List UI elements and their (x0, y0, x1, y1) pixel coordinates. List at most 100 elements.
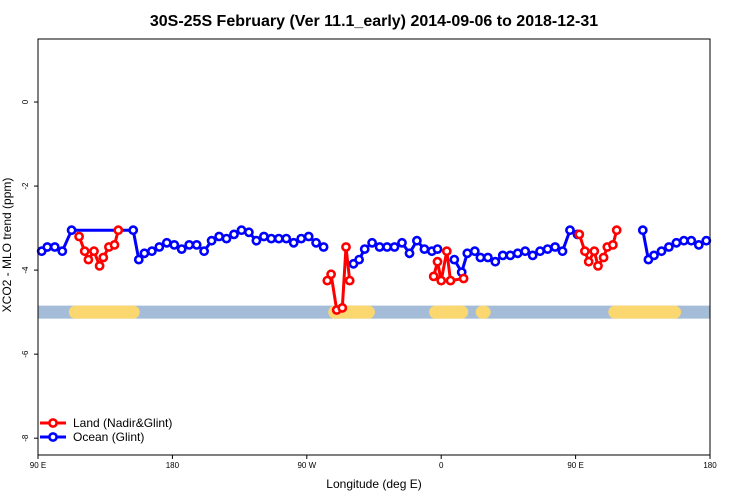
point-land (79, 246, 90, 257)
point-ocean (296, 233, 307, 244)
y-tick-label: -2 (21, 182, 30, 190)
point-ocean (542, 244, 553, 254)
point-ocean (565, 225, 575, 236)
legend-entry-ocean: Ocean (Glint) (40, 430, 144, 444)
point-ocean (701, 235, 712, 246)
point-ocean (206, 235, 217, 246)
point-ocean (42, 242, 53, 252)
point-ocean (482, 252, 493, 263)
point-land (94, 260, 105, 271)
point-land (611, 225, 622, 236)
point-ocean (288, 237, 299, 248)
point-ocean (199, 246, 209, 257)
point-ocean (176, 244, 187, 254)
point-land (74, 231, 84, 242)
point-land (344, 275, 355, 286)
point-land (432, 256, 443, 267)
point-ocean (462, 248, 473, 259)
plot-frame (37, 38, 711, 456)
point-ocean (404, 248, 415, 259)
point-ocean (397, 237, 407, 248)
point-land (337, 302, 348, 313)
y-tick-label: -6 (21, 350, 30, 358)
point-ocean (133, 254, 144, 265)
x-tick-label: 90 E (567, 461, 583, 470)
point-ocean (527, 250, 538, 261)
x-tick-label: 0 (439, 461, 444, 470)
y-tick-label: -4 (21, 266, 30, 274)
point-ocean (281, 233, 292, 244)
point-ocean (169, 239, 180, 250)
legend-marker-ocean (48, 432, 58, 442)
legend-label-land: Land (Nadir&Glint) (73, 416, 172, 430)
point-land (428, 271, 439, 282)
x-axis-label: Longitude (deg E) (326, 477, 421, 491)
point-land (441, 246, 452, 257)
point-land (589, 246, 600, 257)
point-ocean (229, 229, 239, 240)
chart-title: 30S-25S February (Ver 11.1_early) 2014-0… (150, 13, 598, 30)
point-ocean (686, 235, 697, 246)
point-ocean (475, 252, 486, 263)
point-land (593, 260, 603, 271)
point-ocean (367, 237, 377, 248)
point-ocean (550, 242, 560, 252)
point-ocean (374, 242, 385, 252)
point-ocean (449, 254, 460, 265)
point-land (89, 246, 99, 257)
point-ocean (139, 248, 150, 259)
point-land (598, 252, 609, 263)
point-land (83, 254, 94, 265)
y-tick-label: -8 (21, 434, 30, 442)
point-ocean (419, 244, 430, 254)
point-ocean (128, 225, 139, 236)
x-tick-label: 90 E (30, 461, 46, 470)
legend: Land (Nadir&Glint) Ocean (Glint) (40, 416, 172, 444)
point-land (113, 225, 124, 236)
point-ocean (389, 242, 400, 252)
point-ocean (318, 242, 329, 252)
point-ocean (303, 231, 314, 242)
point-ocean (671, 237, 682, 248)
legend-entry-land: Land (Nadir&Glint) (40, 416, 172, 430)
point-ocean (490, 256, 501, 267)
point-ocean (146, 246, 157, 257)
point-ocean (191, 239, 202, 250)
point-land (326, 269, 336, 280)
x-tick-label: 90 W (297, 461, 316, 470)
point-ocean (251, 235, 262, 246)
point-ocean (469, 246, 480, 257)
point-ocean (57, 246, 68, 257)
point-ocean (520, 246, 531, 257)
point-land (445, 275, 456, 286)
point-land (436, 275, 447, 286)
point-land (580, 246, 590, 257)
point-ocean (432, 244, 443, 254)
series-land (74, 225, 622, 315)
point-ocean (243, 227, 254, 238)
point-ocean (49, 242, 60, 252)
point-ocean (66, 225, 77, 236)
x-tick-label: 180 (703, 461, 717, 470)
point-ocean (184, 239, 195, 250)
y-tick-label: 0 (21, 99, 30, 104)
y-axis: 0 -2 -4 -6 -8 (21, 99, 38, 442)
legend-label-ocean: Ocean (Glint) (73, 430, 144, 444)
series-layer (36, 225, 712, 315)
point-ocean (354, 254, 364, 265)
point-land (109, 239, 120, 250)
point-ocean (693, 239, 704, 250)
x-axis: 90 E 180 90 W 0 90 E 180 (30, 455, 717, 470)
point-ocean (649, 250, 659, 261)
point-ocean (497, 250, 508, 261)
point-ocean (359, 244, 370, 254)
point-land (98, 252, 109, 263)
point-ocean (512, 248, 523, 259)
point-ocean (221, 233, 232, 244)
point-ocean (637, 225, 648, 236)
point-ocean (664, 242, 674, 252)
point-ocean (311, 237, 321, 248)
legend-marker-land (48, 418, 58, 428)
point-land (608, 239, 618, 250)
